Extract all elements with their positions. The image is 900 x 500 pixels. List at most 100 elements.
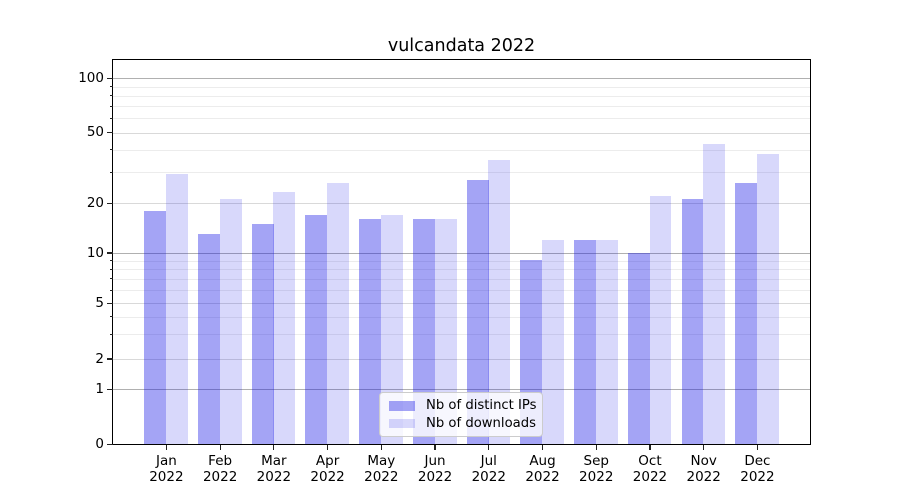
minor-gridline [113,269,810,271]
x-tick-year: 2022 [525,469,560,485]
y-minor-tick-mark [109,171,113,173]
x-tick-label: Jun 2022 [403,453,467,486]
bar-distinct-ips-may [359,219,382,444]
y-tick-mark [107,202,113,204]
minor-gridline [113,149,810,151]
bar-downloads-apr [327,182,350,444]
x-tick-label: Oct 2022 [618,453,682,486]
x-tick-label: Dec 2022 [725,453,789,486]
x-tick-month: Nov [690,452,717,469]
y-tick-mark [107,252,113,254]
x-tick-label: Apr 2022 [296,453,360,486]
x-tick-year: 2022 [579,469,614,485]
y-tick-label: 2 [95,350,104,367]
x-tick-year: 2022 [740,469,775,485]
major-gridline [113,203,810,205]
legend-label-distinct-ips: Nb of distinct IPs [426,398,537,414]
y-tick-label: 10 [86,244,104,261]
bar-downloads-feb [219,199,242,444]
x-tick-mark [380,445,382,450]
x-tick-year: 2022 [686,469,721,485]
legend-swatch-downloads [389,418,415,428]
minor-gridline [113,260,810,262]
bar-distinct-ips-nov [681,199,704,444]
minor-gridline [113,95,810,97]
y-minor-tick-mark [109,86,113,88]
x-tick-year: 2022 [632,469,668,485]
chart-title: vulcandata 2022 [387,36,536,56]
x-tick-label: Aug 2022 [511,453,575,486]
legend-item-distinct-ips: Nb of distinct IPs [387,397,537,415]
legend-swatch-distinct-ips [389,401,415,411]
plot-area [113,60,810,444]
x-tick-year: 2022 [202,469,238,485]
bar-distinct-ips-dec [735,182,758,444]
bar-downloads-may [380,214,403,444]
bar-distinct-ips-apr [305,214,328,444]
y-minor-tick-mark [109,117,113,119]
bar-downloads-jul [488,159,511,444]
x-tick-month: Jan [155,452,177,469]
y-tick-mark [107,443,113,445]
x-tick-month: Feb [208,452,233,469]
x-tick-label: Nov 2022 [672,453,736,486]
x-tick-month: May [367,452,396,469]
minor-gridline [113,172,810,174]
y-tick-label: 20 [86,194,104,211]
y-minor-tick-mark [109,333,113,335]
y-tick-label: 50 [86,124,104,141]
emphasized-gridline [113,78,810,80]
x-tick-label: Jul 2022 [457,453,521,486]
emphasized-gridline [113,253,810,254]
legend-label-downloads: Nb of downloads [426,415,536,431]
x-tick-month: Jul [480,452,497,469]
x-tick-label: May 2022 [349,453,413,486]
bar-downloads-nov [703,144,726,444]
major-gridline [113,359,810,360]
minor-gridline [113,278,810,280]
bar-distinct-ips-mar [251,223,274,444]
x-tick-year: 2022 [256,469,292,485]
bar-distinct-ips-oct [627,252,650,444]
x-tick-month: Dec [744,452,771,469]
y-tick-label: 100 [78,69,104,86]
x-tick-label: Sep 2022 [564,453,628,486]
bar-distinct-ips-jul [466,179,489,444]
x-tick-mark [434,445,436,450]
bar-downloads-jan [166,174,188,444]
y-minor-tick-mark [109,316,113,318]
x-tick-mark [703,445,705,450]
x-tick-label: Jan 2022 [134,453,198,486]
minor-gridline [113,118,810,120]
minor-gridline [113,316,810,318]
y-minor-tick-mark [109,289,113,291]
y-tick-label: 1 [95,380,104,397]
legend: Nb of distinct IPs Nb of downloads [379,392,543,437]
x-tick-month: Mar [261,452,287,469]
bar-downloads-mar [273,192,296,444]
y-minor-tick-mark [109,149,113,151]
bar-distinct-ips-jan [144,210,167,444]
bar-downloads-jun [434,219,457,444]
bar-distinct-ips-feb [198,233,220,444]
x-tick-mark [273,445,275,450]
y-tick-mark [107,358,113,360]
y-tick-mark [107,388,113,390]
x-tick-year: 2022 [364,469,399,485]
x-tick-year: 2022 [417,469,453,485]
x-tick-month: Sep [583,452,609,469]
x-tick-month: Oct [638,452,662,469]
x-tick-label: Feb 2022 [188,453,252,486]
minor-gridline [113,290,810,292]
x-tick-mark [488,445,490,450]
x-tick-year: 2022 [471,469,506,485]
y-tick-mark [107,77,113,79]
x-tick-mark [595,445,597,450]
x-tick-month: Aug [529,452,556,469]
minor-gridline [113,334,810,336]
bar-distinct-ips-jun [412,219,435,444]
x-tick-month: Apr [315,452,340,469]
y-minor-tick-mark [109,278,113,280]
minor-gridline [113,86,810,88]
